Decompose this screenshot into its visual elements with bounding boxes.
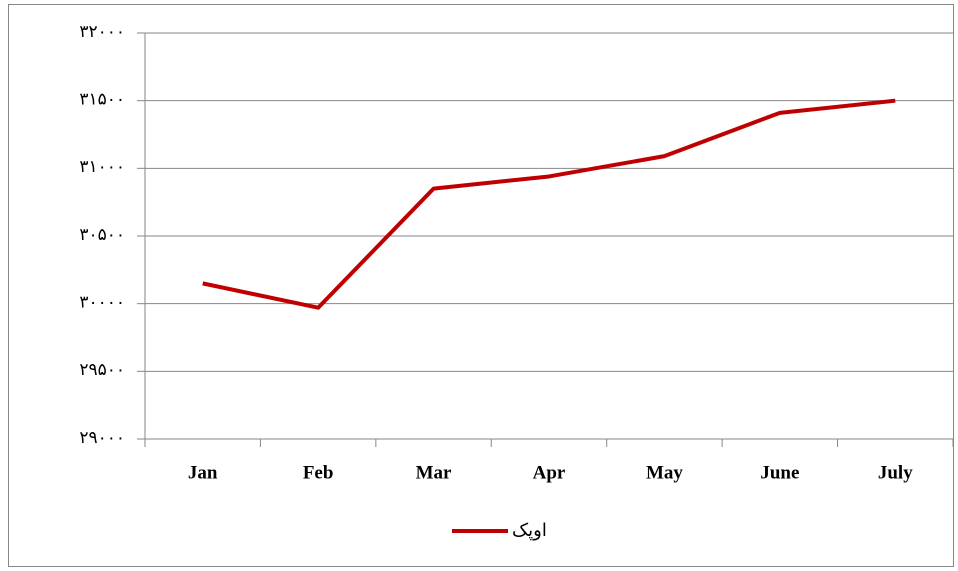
series-line (202, 98, 896, 310)
x-tick-label: July (878, 462, 913, 483)
y-tick-label: ۳۱۵۰۰ (79, 90, 125, 109)
legend-label: اوپک (512, 520, 547, 541)
chart-border (8, 4, 954, 567)
x-tick-label: Jan (188, 462, 218, 483)
y-tick-label: ۳۲۰۰۰ (79, 22, 125, 41)
y-tick-label: ۲۹۵۰۰ (79, 360, 125, 379)
x-tick-label: Feb (303, 462, 334, 483)
x-tick-label: Mar (416, 462, 452, 483)
y-tick-label: ۳۰۰۰۰ (79, 293, 125, 312)
y-tick-label: ۳۰۵۰۰ (79, 225, 125, 244)
y-tick-label: ۲۹۰۰۰ (79, 428, 125, 447)
x-tick-label: Apr (533, 462, 566, 483)
x-tick-label: May (646, 462, 683, 483)
x-tick-label: June (760, 462, 799, 483)
y-tick-label: ۳۱۰۰۰ (79, 157, 125, 176)
